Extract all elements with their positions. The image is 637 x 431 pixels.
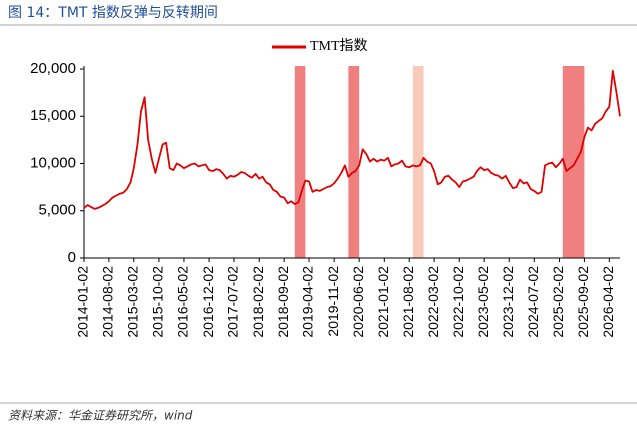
x-tick-label: 2018-09-02 (275, 266, 291, 338)
y-tick-label: 0 (68, 249, 76, 266)
x-tick-label: 2020-06-02 (350, 266, 366, 338)
highlight-span (348, 66, 360, 258)
source-note: 资料来源：华金证券研究所，wind (8, 409, 193, 423)
y-tick-label: 10,000 (30, 154, 76, 171)
x-tick-label: 2019-11-02 (325, 266, 341, 337)
x-tick-label: 2021-01-02 (375, 266, 391, 338)
highlight-span (294, 66, 306, 258)
highlight-span (412, 66, 424, 258)
x-tick-label: 2018-02-02 (250, 266, 266, 338)
x-tick-label: 2017-07-02 (225, 266, 241, 338)
x-tick-label: 2024-07-02 (525, 266, 541, 338)
x-tick-label: 2014-01-02 (75, 266, 91, 338)
x-tick-label: 2022-10-02 (450, 266, 466, 338)
x-tick-label: 2025-09-02 (575, 266, 591, 338)
x-tick-label: 2015-10-02 (150, 266, 166, 338)
x-tick-label: 2019-04-02 (300, 266, 316, 338)
x-tick-label: 2016-05-02 (175, 266, 191, 338)
legend-label: TMT指数 (310, 38, 368, 54)
x-tick-label: 2025-02-02 (550, 266, 566, 338)
x-tick-label: 2015-03-02 (124, 266, 140, 338)
x-tick-label: 2014-08-02 (100, 266, 116, 338)
x-tick-label: 2023-12-02 (500, 266, 516, 338)
x-tick-label: 2021-08-02 (400, 266, 416, 338)
highlight-span (562, 66, 585, 258)
y-tick-label: 5,000 (38, 202, 76, 219)
chart-title: 图 14：TMT 指数反弹与反转期间 (8, 5, 218, 21)
x-tick-label: 2016-12-02 (200, 266, 216, 338)
y-tick-label: 15,000 (30, 107, 76, 124)
line-series (83, 69, 621, 210)
x-tick-label: 2022-03-02 (425, 266, 441, 338)
y-tick-label: 20,000 (30, 60, 76, 77)
x-tick-label: 2026-04-02 (600, 266, 616, 338)
x-tick-label: 2023-05-02 (475, 266, 491, 338)
